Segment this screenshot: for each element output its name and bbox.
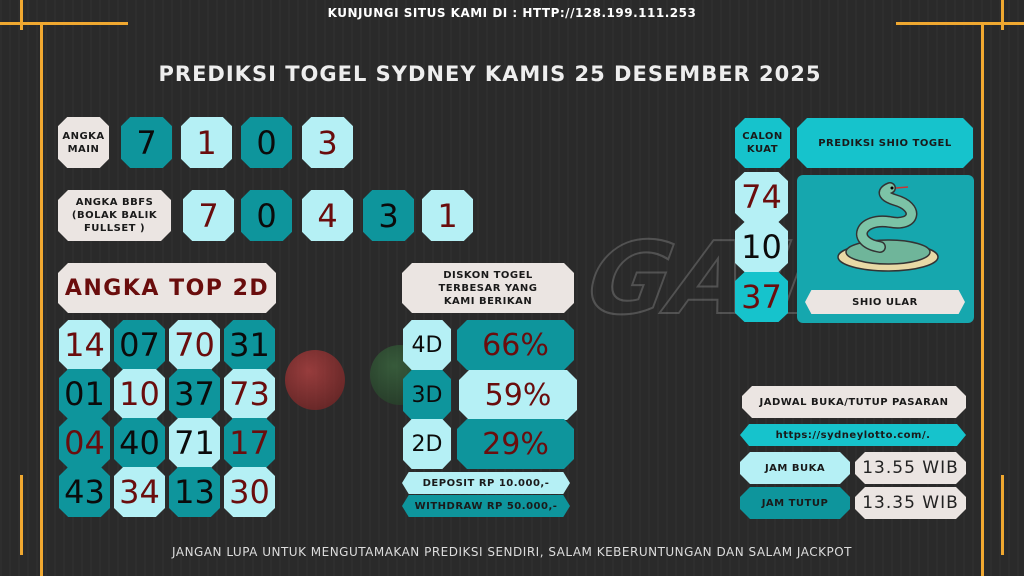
calon-kuat-number: 10 (735, 222, 788, 272)
frame-line (1001, 475, 1004, 555)
top2d-number: 31 (224, 320, 275, 370)
bbfs-label: ANGKA BBFS (BOLAK BALIK FULLSET ) (58, 190, 171, 241)
angka-main-digit: 3 (302, 117, 353, 168)
frame-line (0, 22, 128, 25)
calon-kuat-number: 37 (735, 272, 788, 322)
top2d-number: 73 (224, 369, 275, 419)
top2d-number: 07 (114, 320, 165, 370)
frame-line (40, 22, 43, 576)
snake-icon (830, 182, 945, 277)
diskon-type-4d: 4D (403, 320, 451, 370)
withdraw-info: WITHDRAW RP 50.000,- (402, 495, 570, 517)
shio-name: SHIO ULAR (805, 290, 965, 314)
ball-decoration (285, 350, 345, 410)
market-url-link[interactable]: https://sydneylotto.com/. (740, 424, 966, 446)
top2d-number: 71 (169, 418, 220, 468)
jam-tutup-label: JAM TUTUP (740, 487, 850, 519)
bbfs-digit: 7 (183, 190, 234, 241)
frame-line (20, 475, 23, 555)
angka-main-digit: 0 (241, 117, 292, 168)
angka-main-digit: 7 (121, 117, 172, 168)
shio-label: PREDIKSI SHIO TOGEL (797, 118, 973, 168)
top2d-number: 10 (114, 369, 165, 419)
angka-main-digit: 1 (181, 117, 232, 168)
top2d-number: 40 (114, 418, 165, 468)
deposit-info: DEPOSIT RP 10.000,- (402, 472, 570, 494)
calon-kuat-number: 74 (735, 172, 788, 222)
bbfs-digit: 4 (302, 190, 353, 241)
top2d-grid: 14 07 70 31 01 10 37 73 04 40 71 17 43 34 13 30 (59, 320, 277, 518)
jadwal-label: JADWAL BUKA/TUTUP PASARAN (742, 386, 966, 418)
top2d-number: 04 (59, 418, 110, 468)
diskon-pct-3d: 59% (459, 370, 577, 420)
calon-kuat-label: CALON KUAT (735, 118, 790, 168)
frame-line (20, 0, 23, 30)
top2d-number: 13 (169, 467, 220, 517)
top2d-label: ANGKA TOP 2D (58, 263, 276, 313)
jam-tutup-value: 13.35 WIB (855, 487, 966, 519)
top2d-number: 43 (59, 467, 110, 517)
top2d-number: 01 (59, 369, 110, 419)
frame-line (981, 22, 984, 576)
top2d-number: 70 (169, 320, 220, 370)
page-title: PREDIKSI TOGEL SYDNEY KAMIS 25 DESEMBER … (158, 62, 822, 86)
top2d-number: 30 (224, 467, 275, 517)
top2d-number: 37 (169, 369, 220, 419)
bbfs-digit: 0 (241, 190, 292, 241)
top2d-number: 17 (224, 418, 275, 468)
top-banner: KUNJUNGI SITUS KAMI DI : HTTP://128.199.… (327, 6, 697, 20)
diskon-label: DISKON TOGEL TERBESAR YANG KAMI BERIKAN (402, 263, 574, 313)
diskon-pct-4d: 66% (457, 320, 574, 370)
footer-text: JANGAN LUPA UNTUK MENGUTAMAKAN PREDIKSI … (172, 545, 852, 559)
jam-buka-label: JAM BUKA (740, 452, 850, 484)
angka-main-label: ANGKA MAIN (58, 117, 109, 168)
bbfs-digit: 3 (363, 190, 414, 241)
diskon-pct-2d: 29% (457, 419, 574, 469)
frame-line (896, 22, 1024, 25)
top2d-number: 14 (59, 320, 110, 370)
diskon-type-3d: 3D (403, 370, 451, 420)
jam-buka-value: 13.55 WIB (855, 452, 966, 484)
frame-line (1001, 0, 1004, 30)
diskon-type-2d: 2D (403, 419, 451, 469)
bbfs-digit: 1 (422, 190, 473, 241)
top2d-number: 34 (114, 467, 165, 517)
